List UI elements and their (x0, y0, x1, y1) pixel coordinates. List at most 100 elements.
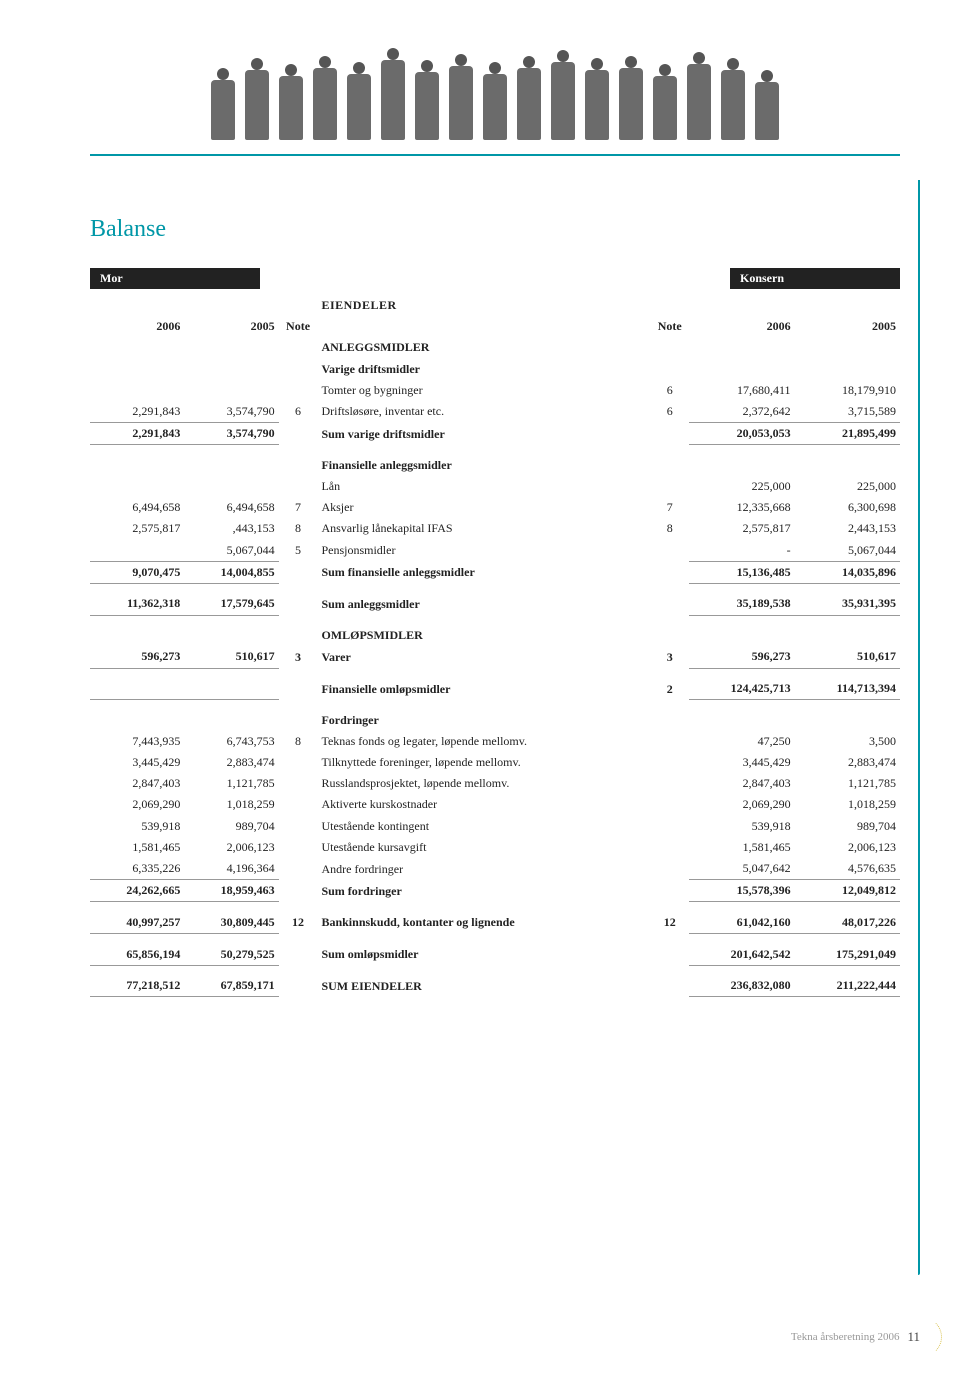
table-row: 2,847,4031,121,785Russlandsprosjektet, l… (90, 773, 900, 794)
description: Ansvarlig lånekapital IFAS (317, 518, 650, 539)
mor-2005: 3,574,790 (184, 401, 278, 423)
mor-2005: 14,004,855 (184, 561, 278, 583)
mor-2006: 7,443,935 (90, 731, 184, 752)
description: Teknas fonds og legater, løpende mellomv… (317, 731, 650, 752)
konsern-2006: 5,047,642 (689, 858, 794, 880)
person-icon (687, 64, 711, 140)
mor-2005: 2,883,474 (184, 752, 278, 773)
mor-note (279, 476, 318, 497)
konsern-note (650, 752, 689, 773)
konsern-note (650, 593, 689, 615)
konsern-note: 6 (650, 401, 689, 423)
table-row (90, 902, 900, 912)
mor-note: 8 (279, 518, 318, 539)
konsern-2006: 47,250 (689, 731, 794, 752)
konsern-note (650, 423, 689, 445)
konsern-note: 2 (650, 678, 689, 700)
konsern-note (650, 561, 689, 583)
konsern-2005: 510,617 (795, 646, 900, 668)
description: Tilknyttede foreninger, løpende mellomv. (317, 752, 650, 773)
konsern-2005: 1,018,259 (795, 794, 900, 815)
section-heading: Fordringer (317, 710, 650, 731)
section-heading: Varige driftsmidler (317, 359, 650, 380)
konsern-2005: 5,067,044 (795, 540, 900, 562)
table-row (90, 615, 900, 625)
konsern-note: 8 (650, 518, 689, 539)
mor-note (279, 773, 318, 794)
description: Sum varige driftsmidler (317, 423, 650, 445)
konsern-2005: 3,500 (795, 731, 900, 752)
mor-2005: 1,121,785 (184, 773, 278, 794)
konsern-2005: 48,017,226 (795, 912, 900, 934)
mor-2005: 510,617 (184, 646, 278, 668)
section-heading: ANLEGGSMIDLER (317, 337, 650, 358)
page-title: Balanse (90, 216, 900, 243)
person-icon (755, 82, 779, 140)
konsern-2005: 21,895,499 (795, 423, 900, 445)
hdr-kon-note: Note (650, 316, 689, 337)
konsern-2005: 35,931,395 (795, 593, 900, 615)
table-row: 539,918989,704Utestående kontingent539,9… (90, 816, 900, 837)
mor-note: 12 (279, 912, 318, 934)
mor-note (279, 752, 318, 773)
description: Tomter og bygninger (317, 380, 650, 401)
mor-note (279, 816, 318, 837)
table-row: 77,218,51267,859,171SUM EIENDELER236,832… (90, 975, 900, 997)
person-icon (653, 76, 677, 140)
mor-2006 (90, 476, 184, 497)
konsern-2005: 14,035,896 (795, 561, 900, 583)
description: Sum fordringer (317, 880, 650, 902)
mor-2005: 30,809,445 (184, 912, 278, 934)
konsern-2006: 15,136,485 (689, 561, 794, 583)
hdr-kon-2006: 2006 (689, 316, 794, 337)
konsern-2005: 114,713,394 (795, 678, 900, 700)
mor-note: 3 (279, 646, 318, 668)
person-icon (347, 74, 371, 140)
konsern-note: 6 (650, 380, 689, 401)
table-row: Varige driftsmidler (90, 359, 900, 380)
mor-2005 (184, 476, 278, 497)
mor-note: 8 (279, 731, 318, 752)
mor-note (279, 880, 318, 902)
konsern-2005: 211,222,444 (795, 975, 900, 997)
mor-2006: 2,847,403 (90, 773, 184, 794)
person-icon (245, 70, 269, 140)
mor-2005: 6,743,753 (184, 731, 278, 752)
footer-text: Tekna årsberetning 2006 (791, 1331, 900, 1343)
description: Sum finansielle anleggsmidler (317, 561, 650, 583)
page-footer: Tekna årsberetning 2006 11 (791, 1329, 920, 1345)
person-icon (381, 60, 405, 140)
konsern-2006: 1,581,465 (689, 837, 794, 858)
table-row (90, 700, 900, 710)
mor-2006: 11,362,318 (90, 593, 184, 615)
mor-2006: 6,335,226 (90, 858, 184, 880)
table-row: 5,067,0445Pensjonsmidler-5,067,044 (90, 540, 900, 562)
mor-2005: 989,704 (184, 816, 278, 837)
mor-note (279, 561, 318, 583)
konsern-2005: 3,715,589 (795, 401, 900, 423)
table-row: 2,291,8433,574,7906Driftsløsøre, inventa… (90, 401, 900, 423)
table-row: 9,070,47514,004,855Sum finansielle anleg… (90, 561, 900, 583)
teal-curve (918, 180, 920, 1275)
hdr-mor-note: Note (279, 316, 318, 337)
balance-table: EIENDELER 2006 2005 Note Note 2006 2005 … (90, 295, 900, 997)
konsern-2006: 2,069,290 (689, 794, 794, 815)
table-row: Tomter og bygninger617,680,41118,179,910 (90, 380, 900, 401)
mor-note: 6 (279, 401, 318, 423)
table-row: 2,069,2901,018,259Aktiverte kurskostnade… (90, 794, 900, 815)
konsern-2006: 17,680,411 (689, 380, 794, 401)
mor-2006: 2,291,843 (90, 401, 184, 423)
table-row: 2,291,8433,574,790Sum varige driftsmidle… (90, 423, 900, 445)
konsern-2006: - (689, 540, 794, 562)
konsern-2005: 2,006,123 (795, 837, 900, 858)
description: Pensjonsmidler (317, 540, 650, 562)
table-row: OMLØPSMIDLER (90, 625, 900, 646)
description: Driftsløsøre, inventar etc. (317, 401, 650, 423)
header-illustration (90, 0, 900, 150)
mor-2006: 596,273 (90, 646, 184, 668)
mor-note (279, 944, 318, 966)
mor-2006: 539,918 (90, 816, 184, 837)
konsern-2006: 596,273 (689, 646, 794, 668)
person-icon (415, 72, 439, 140)
mor-2006: 24,262,665 (90, 880, 184, 902)
